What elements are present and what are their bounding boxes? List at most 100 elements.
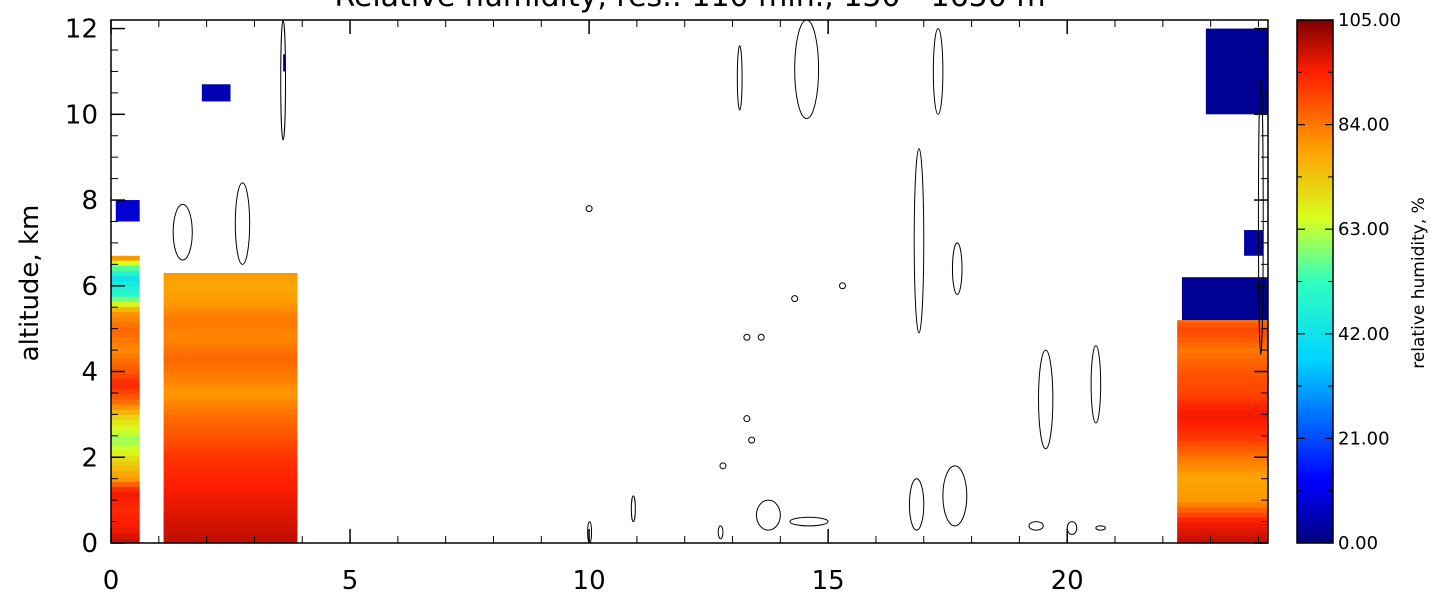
humidity-cell <box>111 342 140 349</box>
humidity-cell <box>163 280 298 287</box>
humidity-cell <box>111 337 140 343</box>
cloud-marker <box>838 282 846 290</box>
humidity-cell <box>1177 434 1268 441</box>
humidity-cell <box>111 517 140 524</box>
humidity-cell <box>163 424 298 431</box>
y-tick-label: 4 <box>81 358 98 388</box>
cloud-marker <box>585 205 593 213</box>
humidity-cell <box>111 383 140 390</box>
humidity-cell <box>1177 496 1268 503</box>
humidity-cell <box>1177 342 1268 349</box>
humidity-cell <box>163 481 298 488</box>
humidity-cell <box>1177 362 1268 369</box>
humidity-cell <box>111 280 140 287</box>
humidity-cell <box>111 332 140 338</box>
humidity-cell <box>1177 506 1268 513</box>
humidity-cell <box>1177 491 1268 498</box>
humidity-cell <box>111 450 140 457</box>
chart-title: Relative humidity, res.: 110 min., 150 -… <box>334 0 1045 14</box>
cloud-contour <box>1095 525 1106 531</box>
x-tick-label: 15 <box>812 566 845 596</box>
humidity-cell <box>111 362 140 369</box>
humidity-cell <box>163 450 298 457</box>
humidity-cell <box>111 476 140 482</box>
humidity-cell <box>163 357 298 364</box>
humidity-cell <box>111 321 140 328</box>
humidity-cell <box>111 357 140 364</box>
colorbar-tick-label: 0.00 <box>1338 533 1378 554</box>
humidity-cell <box>163 465 298 472</box>
cloud-marker <box>743 333 751 341</box>
y-axis-title: altitude, km <box>15 205 45 362</box>
humidity-cell <box>163 501 298 508</box>
humidity-cell <box>1177 378 1268 385</box>
humidity-cell <box>1177 527 1268 534</box>
humidity-cell <box>163 491 298 498</box>
humidity-cell <box>163 440 298 446</box>
humidity-cell <box>111 501 140 508</box>
humidity-cell <box>1177 388 1268 395</box>
humidity-cell <box>111 388 140 395</box>
humidity-cell <box>163 496 298 503</box>
colorbar-tick-label: 84.00 <box>1338 115 1390 136</box>
humidity-cell <box>111 316 140 323</box>
humidity-cell <box>111 496 140 503</box>
cloud-contour <box>717 525 724 540</box>
humidity-cell <box>1177 512 1268 518</box>
humidity-cell <box>111 368 140 374</box>
y-tick-label: 0 <box>81 529 98 559</box>
cloud-contour <box>913 148 925 334</box>
humidity-cell <box>1177 522 1268 529</box>
humidity-cell <box>111 275 140 282</box>
cloud-contour <box>755 499 781 531</box>
humidity-cell <box>163 321 298 328</box>
low-humidity-patch <box>1205 28 1268 115</box>
cloud-contour <box>1038 349 1054 450</box>
humidity-cell <box>163 434 298 441</box>
humidity-cell <box>163 532 298 539</box>
humidity-cell <box>163 296 298 302</box>
x-tick-label: 20 <box>1051 566 1084 596</box>
humidity-cell <box>111 434 140 441</box>
humidity-cell <box>1177 393 1268 400</box>
humidity-cell <box>163 486 298 493</box>
humidity-cell <box>1177 352 1268 359</box>
humidity-cell <box>111 506 140 513</box>
humidity-cell <box>163 306 298 313</box>
humidity-cell <box>111 404 140 410</box>
data-block-1 <box>163 272 298 544</box>
humidity-cell <box>163 419 298 426</box>
humidity-cell <box>1177 326 1268 333</box>
colorbar-tick-label: 105.00 <box>1338 10 1401 31</box>
cloud-contour <box>789 516 829 527</box>
cloud-marker <box>743 415 751 423</box>
humidity-cell <box>163 512 298 518</box>
humidity-cell <box>163 517 298 524</box>
humidity-cell <box>111 414 140 421</box>
colorbar-tick-label: 21.00 <box>1338 428 1390 449</box>
y-tick-label: 2 <box>81 443 98 473</box>
humidity-cell <box>163 290 298 297</box>
humidity-cell <box>111 491 140 498</box>
humidity-cell <box>111 445 140 452</box>
humidity-cell <box>111 373 140 379</box>
cloud-contour <box>794 19 820 120</box>
humidity-cell <box>163 337 298 343</box>
cloud-marker <box>719 462 727 470</box>
humidity-cell <box>111 398 140 405</box>
humidity-cell <box>163 301 298 307</box>
humidity-cell <box>163 460 298 467</box>
humidity-cell <box>1177 465 1268 472</box>
humidity-cell <box>111 419 140 426</box>
humidity-cell <box>1177 398 1268 405</box>
humidity-cell <box>111 296 140 302</box>
humidity-cell <box>163 537 298 544</box>
y-axis: 0 2 4 6 8 10 12 <box>65 15 1268 559</box>
humidity-cell <box>1177 404 1268 410</box>
humidity-cell <box>111 460 140 467</box>
x-axis: 0 5 10 15 20 <box>103 20 1259 596</box>
humidity-cell <box>163 342 298 349</box>
colorbar-title: relative humidity, % <box>1409 197 1429 369</box>
humidity-cell <box>1177 321 1268 328</box>
low-humidity-patch <box>201 84 231 102</box>
